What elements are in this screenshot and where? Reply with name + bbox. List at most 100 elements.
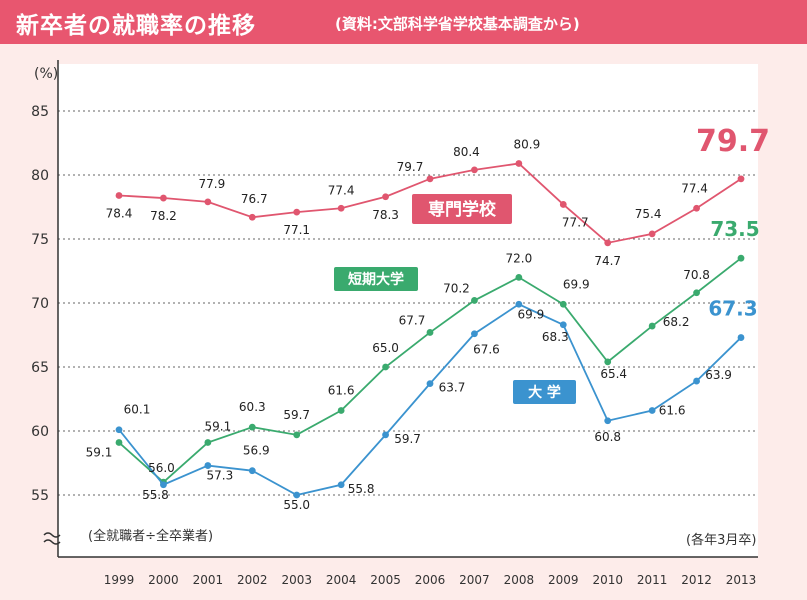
axis-break-mark [43, 532, 61, 545]
grid-lines [58, 110, 758, 496]
data-point-daigaku [471, 330, 478, 338]
data-label-tandai: 59.7 [283, 408, 310, 422]
data-label-daigaku: 68.3 [542, 330, 569, 344]
y-tick-label: 60 [31, 424, 49, 440]
data-label-daigaku: 67.6 [473, 343, 500, 357]
x-tick-label: 2000 [148, 573, 179, 587]
data-point-senmon [382, 193, 389, 201]
series-label-senmon: 専門学校 [428, 199, 497, 220]
data-point-daigaku [604, 417, 612, 425]
data-label-daigaku: 55.0 [283, 498, 310, 512]
data-label-daigaku: 63.7 [439, 381, 466, 395]
data-point-senmon [160, 194, 167, 202]
data-label-daigaku: 61.6 [659, 404, 686, 418]
data-label-final-daigaku: 67.3 [708, 297, 757, 321]
data-label-tandai: 65.0 [372, 341, 399, 355]
x-tick-label: 2012 [681, 573, 712, 587]
chart-title: 新卒者の就職率の推移 [16, 13, 256, 39]
data-point-senmon [471, 166, 478, 174]
data-point-daigaku [648, 407, 656, 414]
data-label-daigaku: 55.8 [348, 482, 375, 496]
data-point-daigaku [737, 334, 745, 341]
data-point-tandai [426, 329, 434, 336]
data-point-tandai [382, 363, 389, 371]
data-label-senmon: 80.9 [513, 137, 540, 151]
data-label-daigaku: 56.9 [243, 444, 270, 458]
data-point-tandai [337, 407, 345, 414]
data-point-daigaku [382, 431, 389, 439]
data-label-senmon: 79.7 [397, 160, 424, 174]
data-point-senmon [604, 239, 612, 247]
x-tick-label: 2007 [459, 573, 490, 587]
x-tick-label: 2010 [592, 573, 623, 587]
data-point-daigaku [426, 380, 434, 388]
data-label-senmon: 77.4 [681, 181, 708, 195]
data-label-senmon: 76.7 [241, 192, 268, 206]
data-label-final-tandai: 73.5 [710, 217, 759, 241]
data-label-daigaku: 63.9 [705, 368, 732, 382]
data-point-daigaku [559, 321, 567, 329]
data-label-tandai: 70.8 [683, 268, 710, 282]
data-point-tandai [693, 289, 700, 297]
x-tick-label: 2008 [504, 573, 535, 587]
series-label-box-daigaku [513, 380, 576, 404]
x-tick-label: 2013 [726, 573, 757, 587]
plot-panel [58, 64, 758, 557]
data-label-daigaku: 69.9 [517, 307, 544, 321]
data-point-daigaku [204, 462, 212, 469]
data-point-senmon [115, 192, 123, 199]
data-label-tandai: 68.2 [663, 315, 690, 329]
x-note: (各年3月卒) [686, 532, 756, 548]
data-label-daigaku: 55.8 [142, 488, 169, 502]
data-point-tandai [471, 297, 478, 304]
data-point-senmon [515, 160, 523, 167]
x-tick-label: 2003 [281, 573, 312, 587]
data-label-senmon: 77.9 [198, 177, 225, 191]
data-point-tandai [248, 423, 256, 431]
data-label-tandai: 61.6 [328, 384, 355, 398]
data-label-senmon: 78.4 [106, 206, 133, 220]
data-point-daigaku [293, 491, 301, 499]
data-label-daigaku: 60.1 [124, 403, 151, 417]
y-tick-label: 65 [31, 360, 49, 376]
data-point-tandai [293, 431, 301, 439]
data-label-tandai: 69.9 [563, 277, 590, 291]
data-label-senmon: 77.7 [562, 215, 589, 229]
data-point-tandai [737, 254, 745, 262]
y-tick-label: 55 [31, 488, 49, 504]
data-label-daigaku: 59.7 [394, 432, 421, 446]
x-tick-label: 2004 [326, 573, 357, 587]
data-point-senmon [293, 208, 301, 216]
data-point-daigaku [248, 467, 256, 475]
data-point-daigaku [160, 481, 167, 489]
data-label-daigaku: 57.3 [206, 469, 233, 483]
data-point-tandai [515, 274, 523, 281]
data-label-tandai: 70.2 [443, 281, 470, 295]
data-label-tandai: 72.0 [505, 251, 532, 265]
data-point-senmon [426, 175, 434, 183]
data-point-daigaku [693, 377, 700, 385]
series-label-box-senmon [412, 194, 512, 224]
y-tick-label: 70 [31, 296, 49, 312]
data-point-senmon [648, 230, 656, 238]
y-tick-label: 75 [31, 232, 49, 248]
data-point-tandai [604, 358, 612, 366]
chart-notes: (%) (全就職者÷全卒業者) (各年3月卒) [34, 66, 756, 548]
data-label-tandai: 59.1 [86, 446, 113, 460]
data-point-senmon [337, 204, 345, 212]
data-label-tandai: 60.3 [239, 400, 266, 414]
data-label-senmon: 77.1 [283, 223, 310, 237]
x-tick-label: 1999 [104, 573, 135, 587]
x-tick-label: 2006 [415, 573, 446, 587]
data-point-senmon [559, 201, 567, 208]
data-label-senmon: 74.7 [594, 254, 621, 268]
data-label-senmon: 75.4 [635, 207, 662, 221]
x-tick-label: 2001 [193, 573, 224, 587]
y-tick-label: 80 [31, 168, 49, 184]
series-lines [115, 160, 745, 499]
data-label-tandai: 56.0 [148, 461, 175, 475]
series-label-daigaku: 大 学 [528, 384, 561, 401]
series-label-tandai: 短期大学 [348, 271, 404, 288]
data-label-tandai: 65.4 [600, 367, 627, 381]
